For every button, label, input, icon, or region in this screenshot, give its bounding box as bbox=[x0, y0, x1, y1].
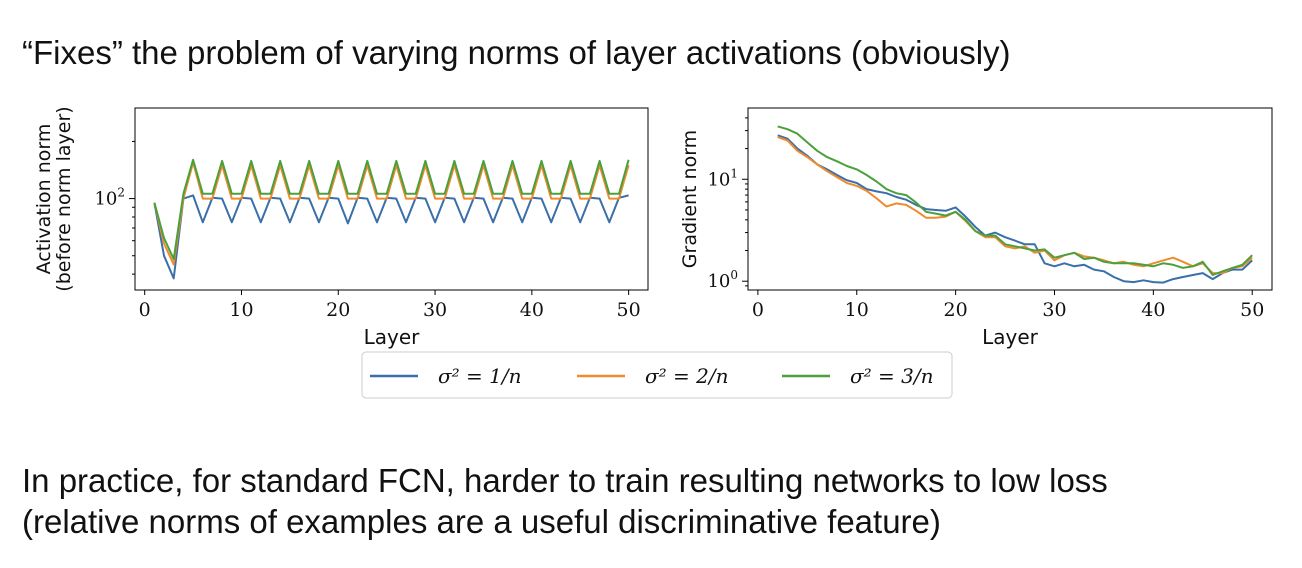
legend-label-2: σ² = 2/n bbox=[645, 364, 729, 388]
x-tick-label: 0 bbox=[139, 299, 151, 321]
x-tick-label: 30 bbox=[423, 299, 447, 321]
series-line-1 bbox=[153, 194, 629, 280]
y-tick-label: 100 bbox=[707, 268, 738, 292]
x-tick-label: 10 bbox=[845, 299, 869, 321]
x-tick-label: 50 bbox=[1240, 299, 1264, 321]
y-axis-label: Gradient norm bbox=[679, 130, 701, 268]
body-line-1: In practice, for standard FCN, harder to… bbox=[22, 462, 1108, 499]
x-tick-label: 10 bbox=[229, 299, 253, 321]
series-line-1 bbox=[777, 134, 1253, 284]
legend-label-3: σ² = 3/n bbox=[850, 364, 934, 388]
x-tick-label: 20 bbox=[944, 299, 968, 321]
body-line-2: (relative norms of examples are a useful… bbox=[22, 503, 941, 540]
y-tick-label: 101 bbox=[707, 166, 738, 190]
x-axis-label: Layer bbox=[982, 325, 1039, 349]
slide-title: “Fixes” the problem of varying norms of … bbox=[22, 34, 1011, 71]
series-line-3 bbox=[153, 158, 630, 261]
x-tick-label: 20 bbox=[326, 299, 350, 321]
chart-2: 0 10 20 30 40 50 100 101 Layer Gradient norm bbox=[679, 107, 1273, 349]
plot-frame bbox=[747, 107, 1273, 291]
series-group bbox=[777, 125, 1253, 284]
series-line-2 bbox=[153, 161, 630, 266]
chart-1: 0 10 20 30 40 50 102 Layer Activation norm(befor… bbox=[33, 106, 649, 349]
x-axis-label: Layer bbox=[364, 325, 421, 349]
series-line-3 bbox=[777, 125, 1253, 276]
legend-label-1: σ² = 1/n bbox=[438, 364, 522, 388]
x-tick-label: 40 bbox=[1141, 299, 1165, 321]
slide-body: In practice, for standard FCN, harder to… bbox=[22, 460, 1108, 542]
x-tick-label: 50 bbox=[617, 299, 641, 321]
y-axis-label: (before norm layer) bbox=[53, 106, 75, 291]
y-axis-label: Activation norm bbox=[33, 124, 55, 275]
x-tick-label: 30 bbox=[1042, 299, 1066, 321]
series-group bbox=[153, 158, 630, 280]
legend: σ² = 1/n σ² = 2/n σ² = 3/n bbox=[361, 351, 953, 399]
x-tick-label: 40 bbox=[520, 299, 544, 321]
legend-box bbox=[361, 351, 953, 399]
series-line-2 bbox=[777, 136, 1253, 275]
x-tick-label: 0 bbox=[752, 299, 764, 321]
y-tick-label: 102 bbox=[94, 186, 125, 210]
